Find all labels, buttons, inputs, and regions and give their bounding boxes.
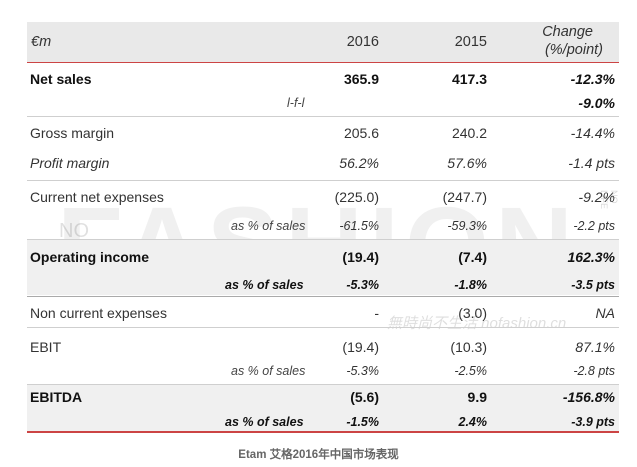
value-2016: 56.2%	[339, 155, 379, 171]
value-change: -3.9 pts	[571, 415, 615, 429]
row-label: Net sales	[30, 71, 92, 87]
year-2015-header: 2015	[454, 34, 487, 50]
table-row: Gross margin 205.6 240.2 -14.4%	[27, 120, 619, 146]
value-change: -9.0%	[578, 95, 615, 111]
row-label: EBITDA	[30, 389, 83, 405]
change-unit-header: (%/point)	[544, 42, 603, 58]
table-header: €m 2016 2015 Change (%/point)	[27, 22, 619, 63]
value-2015: (10.3)	[450, 339, 487, 355]
row-divider	[27, 327, 619, 328]
table-row: l-f-l -9.0%	[27, 90, 619, 116]
value-2016: (5.6)	[350, 389, 379, 405]
row-divider	[27, 239, 619, 240]
value-2016: (225.0)	[334, 189, 379, 205]
value-2016: -1.5%	[346, 415, 379, 429]
value-2016: (19.4)	[342, 339, 379, 355]
value-2015: -2.5%	[454, 364, 487, 378]
value-2016: 205.6	[343, 125, 379, 141]
row-label: as % of sales	[231, 219, 306, 233]
operating-income-shade	[27, 240, 619, 295]
value-2016: 365.9	[343, 71, 379, 87]
value-change: NA	[595, 305, 615, 321]
value-2015: (7.4)	[458, 249, 487, 265]
results-table: €m 2016 2015 Change (%/point) FASHION NO…	[27, 22, 619, 435]
table-row: Current net expenses (225.0) (247.7) -9.…	[27, 184, 619, 210]
row-label: Gross margin	[30, 125, 115, 141]
image-caption: Etam 艾格2016年中国市场表现	[238, 449, 399, 461]
value-change: -2.8 pts	[573, 364, 615, 378]
row-label: Current net expenses	[30, 189, 164, 205]
value-2015: 9.9	[467, 389, 487, 405]
value-change: -9.2%	[578, 189, 615, 205]
row-label: EBIT	[30, 339, 62, 355]
value-2015: 240.2	[451, 125, 487, 141]
row-label: as % of sales	[225, 278, 304, 292]
value-2016: (19.4)	[342, 249, 379, 265]
table-row: EBITDA (5.6) 9.9 -156.8%	[27, 384, 619, 410]
table-row: as % of sales -5.3% -2.5% -2.8 pts	[27, 358, 619, 384]
table-row: Non current expenses - (3.0) NA	[27, 300, 619, 326]
value-2015: 57.6%	[447, 155, 487, 171]
value-change: -2.2 pts	[573, 219, 615, 233]
row-label: Operating income	[30, 249, 150, 265]
ebitda-shade	[27, 384, 619, 431]
value-2015: 2.4%	[458, 415, 488, 429]
value-2015: 417.3	[451, 71, 487, 87]
row-divider	[27, 180, 619, 181]
table-row: EBIT (19.4) (10.3) 87.1%	[27, 334, 619, 360]
row-divider	[27, 384, 619, 385]
value-change: -3.5 pts	[571, 278, 615, 292]
value-change: -1.4 pts	[568, 155, 615, 171]
value-change: -12.3%	[570, 71, 615, 87]
row-divider	[27, 116, 619, 117]
table-row: Operating income (19.4) (7.4) 162.3%	[27, 244, 619, 270]
table-row: as % of sales -5.3% -1.8% -3.5 pts	[27, 272, 619, 298]
unit-header: €m	[31, 34, 52, 50]
row-label: l-f-l	[287, 96, 305, 110]
table-bottom-rule	[27, 431, 619, 433]
value-change: -14.4%	[570, 125, 615, 141]
table-row: Net sales 365.9 417.3 -12.3%	[27, 66, 619, 92]
watermark-no: NO	[59, 220, 89, 242]
row-divider	[27, 296, 619, 297]
value-2015: -59.3%	[447, 219, 487, 233]
value-2015: (3.0)	[458, 305, 487, 321]
table-row: as % of sales -61.5% -59.3% -2.2 pts	[27, 213, 619, 239]
value-change: 87.1%	[575, 339, 615, 355]
change-header: Change	[542, 24, 593, 40]
table-row: Profit margin 56.2% 57.6% -1.4 pts	[27, 150, 619, 176]
year-2016-header: 2016	[346, 34, 379, 50]
value-change: 162.3%	[567, 249, 615, 265]
row-label: Profit margin	[30, 155, 110, 171]
value-2015: -1.8%	[454, 278, 487, 292]
value-2016: -5.3%	[346, 364, 379, 378]
table-row: as % of sales -1.5% 2.4% -3.9 pts	[27, 409, 619, 435]
value-2016: -	[374, 305, 379, 321]
row-label: as % of sales	[231, 364, 306, 378]
value-change: -156.8%	[562, 389, 615, 405]
row-label: as % of sales	[225, 415, 304, 429]
value-2015: (247.7)	[442, 189, 487, 205]
value-2016: -5.3%	[346, 278, 379, 292]
value-2016: -61.5%	[339, 219, 379, 233]
row-label: Non current expenses	[30, 305, 167, 321]
